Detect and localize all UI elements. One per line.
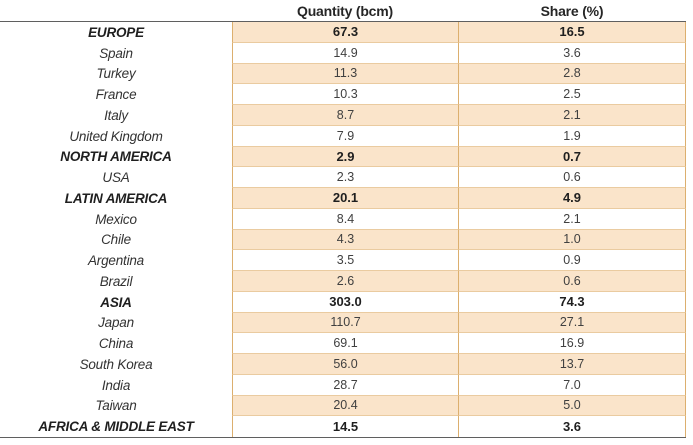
quantity-value: 67.3 (232, 22, 458, 43)
share-value: 1.9 (458, 125, 686, 147)
region-label: AFRICA & MIDDLE EAST (38, 419, 194, 435)
quantity-value: 7.9 (232, 125, 458, 147)
quantity-value: 3.5 (232, 250, 458, 271)
quantity-value: 2.6 (232, 271, 458, 292)
quantity-value: 2.3 (232, 167, 458, 188)
share-value: 3.6 (458, 416, 686, 437)
quantity-value: 8.4 (232, 208, 458, 230)
share-value: 13.7 (458, 354, 686, 375)
table-row: Brazil 2.6 0.6 (0, 271, 686, 292)
region-label: Chile (101, 232, 131, 248)
region-label: Taiwan (95, 398, 137, 414)
share-value: 0.6 (458, 271, 686, 292)
share-value: 2.1 (458, 208, 686, 230)
share-value: 0.7 (458, 146, 686, 168)
quantity-column-header: Quantity (bcm) (297, 2, 393, 19)
region-label: Argentina (88, 253, 144, 269)
table-row: France 10.3 2.5 (0, 84, 686, 105)
table-row: Italy 8.7 2.1 (0, 105, 686, 126)
quantity-value: 20.4 (232, 395, 458, 417)
share-value: 0.9 (458, 250, 686, 271)
region-label: NORTH AMERICA (60, 149, 172, 165)
quantity-value: 4.3 (232, 229, 458, 251)
region-label: Italy (104, 107, 128, 123)
share-value: 2.1 (458, 105, 686, 126)
table-row: ASIA 303.0 74.3 (0, 291, 686, 313)
table-row: Japan 110.7 27.1 (0, 312, 686, 334)
table-row: NORTH AMERICA 2.9 0.7 (0, 146, 686, 168)
table-row: EUROPE 67.3 16.5 (0, 22, 686, 43)
share-value: 2.8 (458, 63, 686, 85)
region-label: India (101, 377, 131, 393)
region-label: China (98, 336, 134, 352)
table-row: Mexico 8.4 2.1 (0, 208, 686, 230)
share-column-header: Share (%) (540, 2, 604, 19)
region-label: France (95, 87, 137, 103)
region-label: ASIA (100, 294, 132, 310)
region-label: LATIN AMERICA (64, 190, 168, 206)
table-row: South Korea 56.0 13.7 (0, 354, 686, 375)
table-row: Turkey 11.3 2.8 (0, 63, 686, 85)
share-value: 2.5 (458, 84, 686, 105)
quantity-value: 10.3 (232, 84, 458, 105)
region-label: Mexico (95, 211, 137, 227)
table-body: EUROPE 67.3 16.5 Spain 14.9 3.6 Turkey 11.3 2.8 F… (0, 22, 686, 438)
table-row: Chile 4.3 1.0 (0, 229, 686, 251)
table-row: China 69.1 16.9 (0, 333, 686, 354)
table-row: India 28.7 7.0 (0, 374, 686, 396)
region-label: Brazil (99, 273, 133, 289)
share-value: 27.1 (458, 312, 686, 334)
quantity-value: 110.7 (232, 312, 458, 334)
share-value: 4.9 (458, 188, 686, 209)
quantity-value: 2.9 (232, 146, 458, 168)
region-label: USA (102, 170, 130, 186)
table-row: LATIN AMERICA 20.1 4.9 (0, 188, 686, 209)
quantity-value: 56.0 (232, 354, 458, 375)
share-value: 16.9 (458, 333, 686, 354)
share-value: 1.0 (458, 229, 686, 251)
region-label: United Kingdom (69, 128, 163, 144)
quantity-value: 8.7 (232, 105, 458, 126)
table-row: Spain 14.9 3.6 (0, 42, 686, 64)
table-header-row: Quantity (bcm) Share (%) (0, 0, 686, 22)
region-label: Japan (98, 315, 134, 331)
region-label: Turkey (96, 66, 136, 82)
quantity-value: 14.9 (232, 42, 458, 64)
region-label: Spain (99, 45, 133, 61)
quantity-value: 20.1 (232, 188, 458, 209)
share-value: 7.0 (458, 374, 686, 396)
quantity-value: 28.7 (232, 374, 458, 396)
region-column-header (0, 0, 232, 21)
share-value: 0.6 (458, 167, 686, 188)
quantity-value: 14.5 (232, 416, 458, 437)
region-label: South Korea (79, 356, 153, 372)
quantity-value: 11.3 (232, 63, 458, 85)
table-row: Taiwan 20.4 5.0 (0, 395, 686, 417)
share-value: 5.0 (458, 395, 686, 417)
quantity-value: 69.1 (232, 333, 458, 354)
share-value: 74.3 (458, 291, 686, 313)
table-row: Argentina 3.5 0.9 (0, 250, 686, 271)
table-row: United Kingdom 7.9 1.9 (0, 125, 686, 147)
table-row: USA 2.3 0.6 (0, 167, 686, 188)
share-value: 16.5 (458, 22, 686, 43)
share-value: 3.6 (458, 42, 686, 64)
quantity-value: 303.0 (232, 291, 458, 313)
table-row: AFRICA & MIDDLE EAST 14.5 3.6 (0, 416, 686, 437)
region-label: EUROPE (88, 24, 144, 40)
